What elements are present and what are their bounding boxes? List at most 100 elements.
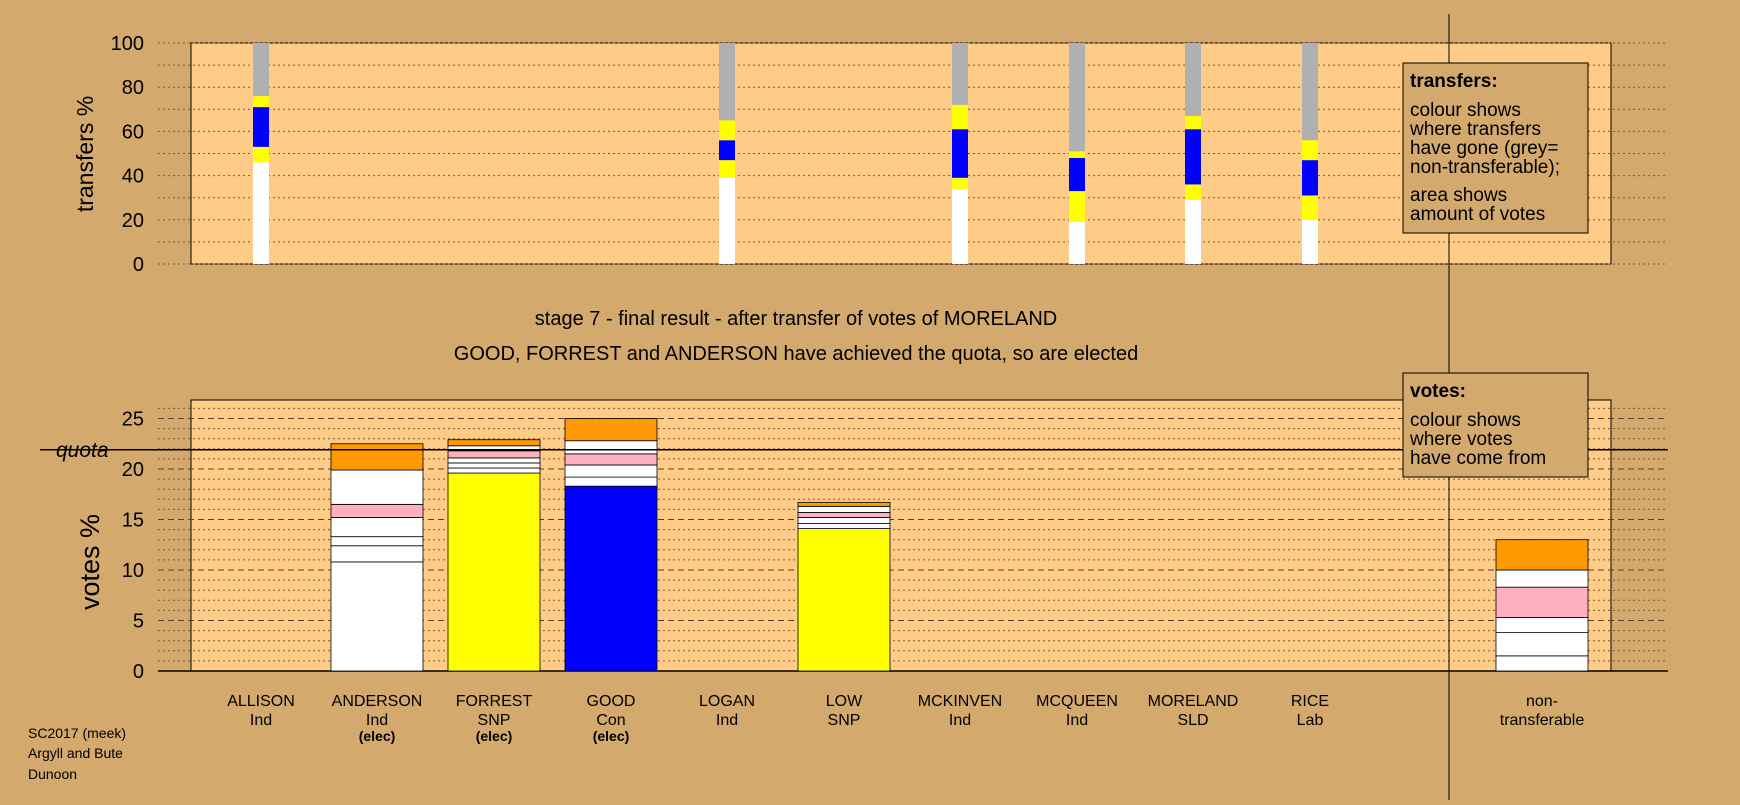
candidate-labels: ALLISONIndANDERSONInd(elec)FORRESTSNP(el… (227, 693, 1584, 744)
elected-marker: (elec) (476, 728, 513, 744)
candidate-name: non- (1526, 693, 1558, 710)
vote-segment (564, 476, 658, 487)
candidate-party: transferable (1500, 712, 1585, 729)
candidate-name: LOW (826, 693, 863, 710)
transfer-segment (1302, 43, 1318, 141)
candidate-name: FORREST (456, 693, 533, 710)
transfers-legend-line: colour shows (1410, 100, 1521, 121)
transfer-segment (952, 188, 968, 264)
candidate-name: ANDERSON (332, 693, 423, 710)
votes-y-ticks: 0 5 10 15 20 25 (122, 409, 144, 684)
vote-segment (797, 523, 891, 529)
transfers-y-axis-title: transfers % (72, 96, 98, 212)
vote-segment (447, 462, 541, 469)
transfer-segment (1069, 157, 1085, 192)
transfer-segment (1302, 140, 1318, 161)
vote-segment (564, 464, 658, 478)
candidate-party: Ind (949, 712, 971, 729)
candidate-party: Ind (366, 712, 388, 729)
transfers-legend-line: area shows (1410, 185, 1507, 206)
transfers-y-ticks: 0 20 40 60 80 100 (111, 33, 144, 276)
y-tick-label: 0 (133, 661, 144, 683)
vote-segment (1495, 569, 1589, 588)
y-tick-label: 60 (122, 121, 144, 143)
vote-segment (330, 545, 424, 563)
vote-segment (330, 536, 424, 547)
transfer-segment (1302, 219, 1318, 264)
candidate-party: Con (596, 712, 625, 729)
y-tick-label: 80 (122, 77, 144, 99)
transfers-legend-title: transfers: (1410, 71, 1498, 92)
transfer-segment (1069, 151, 1085, 158)
transfer-segment (253, 146, 269, 163)
candidate-party: SLD (1177, 712, 1208, 729)
vote-segment (1495, 617, 1589, 634)
transfer-segment (719, 120, 735, 141)
transfer-segment (1069, 43, 1085, 152)
transfer-segment (253, 43, 269, 97)
candidate-party: SNP (828, 712, 861, 729)
transfer-segment (952, 43, 968, 105)
vote-segment (1495, 539, 1589, 571)
y-tick-label: 0 (133, 254, 144, 276)
y-tick-label: 20 (122, 210, 144, 232)
y-tick-label: 15 (122, 510, 144, 532)
elected-marker: (elec) (359, 728, 396, 744)
votes-legend: votes: colour shows where votes have com… (1402, 372, 1589, 478)
transfer-segment (952, 104, 968, 130)
footer-line-3: Dunoon (28, 766, 77, 782)
stage-heading: stage 7 - final result - after transfer … (535, 308, 1057, 330)
candidate-party: SNP (478, 712, 511, 729)
elected-heading: GOOD, FORREST and ANDERSON have achieved… (454, 343, 1138, 365)
transfer-segment (253, 107, 269, 147)
transfer-segment (253, 96, 269, 108)
transfer-segment (719, 160, 735, 178)
vote-segment (1495, 586, 1589, 618)
transfer-segment (253, 162, 269, 264)
candidate-name: GOOD (587, 693, 636, 710)
vote-segment (797, 517, 891, 524)
transfers-legend-line: have gone (grey= (1410, 138, 1558, 159)
vote-segment (564, 485, 658, 672)
vote-segment (797, 512, 891, 518)
transfer-segment (719, 140, 735, 161)
quota-label: quota (56, 439, 109, 462)
transfer-segment (1185, 115, 1201, 130)
vote-segment (330, 517, 424, 538)
y-tick-label: 5 (133, 611, 144, 633)
vote-segment (1495, 632, 1589, 657)
transfers-legend: transfers: colour shows where transfers … (1402, 62, 1589, 234)
transfer-segment (1185, 129, 1201, 185)
candidate-party: Ind (716, 712, 738, 729)
transfers-bars (253, 43, 1318, 264)
transfer-segment (1302, 160, 1318, 196)
transfer-segment (1069, 191, 1085, 223)
y-tick-label: 10 (122, 560, 144, 582)
vote-segment (447, 467, 541, 474)
candidate-name: ALLISON (227, 693, 295, 710)
y-tick-label: 40 (122, 166, 144, 188)
vote-segment (447, 457, 541, 464)
transfer-segment (719, 177, 735, 264)
transfers-legend-line: non-transferable); (1410, 157, 1560, 178)
votes-bars (330, 418, 1589, 672)
candidate-name: RICE (1291, 693, 1329, 710)
vote-segment (564, 453, 658, 466)
transfer-segment (952, 129, 968, 178)
candidate-party: Lab (1297, 712, 1324, 729)
elected-marker: (elec) (593, 728, 630, 744)
y-tick-label: 100 (111, 33, 144, 55)
transfers-legend-line: amount of votes (1410, 204, 1545, 225)
transfer-segment (1069, 222, 1085, 264)
transfers-legend-line: where transfers (1409, 119, 1541, 140)
vote-segment (564, 418, 658, 442)
candidate-name: MCQUEEN (1036, 693, 1118, 710)
vote-segment (1495, 655, 1589, 672)
votes-legend-line: where votes (1409, 429, 1512, 450)
vote-segment (330, 443, 424, 471)
vote-segment (447, 472, 541, 672)
candidate-name: LOGAN (699, 693, 755, 710)
vote-segment (564, 440, 658, 455)
vote-segment (797, 528, 891, 672)
votes-plot-area (190, 399, 1612, 672)
